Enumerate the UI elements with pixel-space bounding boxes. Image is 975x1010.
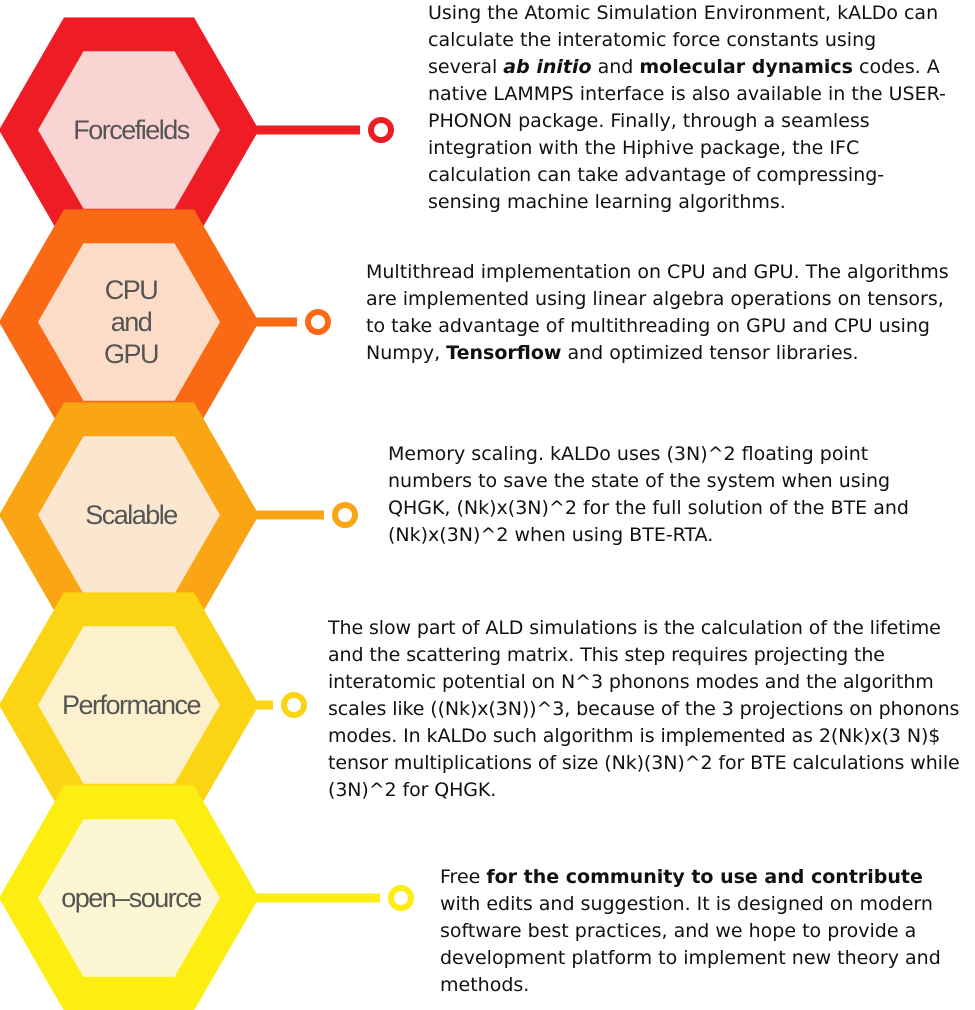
- cpu-gpu-label-line: and: [111, 307, 152, 337]
- open-source-hexagon-inner: [38, 819, 220, 977]
- scalable-label-line: Scalable: [85, 500, 177, 530]
- forcefields-connector-circle-icon: [368, 117, 394, 143]
- forcefields-label-line: Forcefields: [73, 115, 190, 145]
- cpu-gpu-hexagon-inner: [38, 243, 220, 401]
- performance-description: The slow part of ALD simulations is the …: [328, 617, 960, 801]
- open-source-connector-circle-icon: [388, 885, 414, 911]
- performance-label-line: Performance: [62, 690, 201, 720]
- cpu-gpu-label-line: CPU: [105, 275, 158, 305]
- forcefields-hexagon: Forcefields: [0, 17, 259, 243]
- cpu-gpu-label-line: GPU: [104, 339, 158, 369]
- scalable-description: Memory scaling. kALDo uses (3N)^2 floati…: [388, 443, 909, 546]
- open-source-label-line: open–source: [61, 883, 201, 913]
- forcefields-hexagon-inner: [38, 51, 220, 209]
- open-source-description: Free for the community to use and contri…: [440, 866, 941, 996]
- performance-connector-circle-icon: [281, 692, 307, 718]
- performance-hexagon: Performance: [0, 592, 259, 818]
- performance-hexagon-inner: [38, 626, 220, 784]
- open-source-hexagon: open–source: [0, 785, 259, 1010]
- scalable-hexagon: Scalable: [0, 402, 259, 628]
- scalable-connector-circle-icon: [332, 502, 358, 528]
- cpu-gpu-connector-circle-icon: [305, 309, 331, 335]
- cpu-gpu-description: Multithread implementation on CPU and GP…: [366, 261, 949, 364]
- forcefields-description: Using the Atomic Simulation Environment,…: [428, 2, 946, 213]
- scalable-hexagon-inner: [38, 436, 220, 594]
